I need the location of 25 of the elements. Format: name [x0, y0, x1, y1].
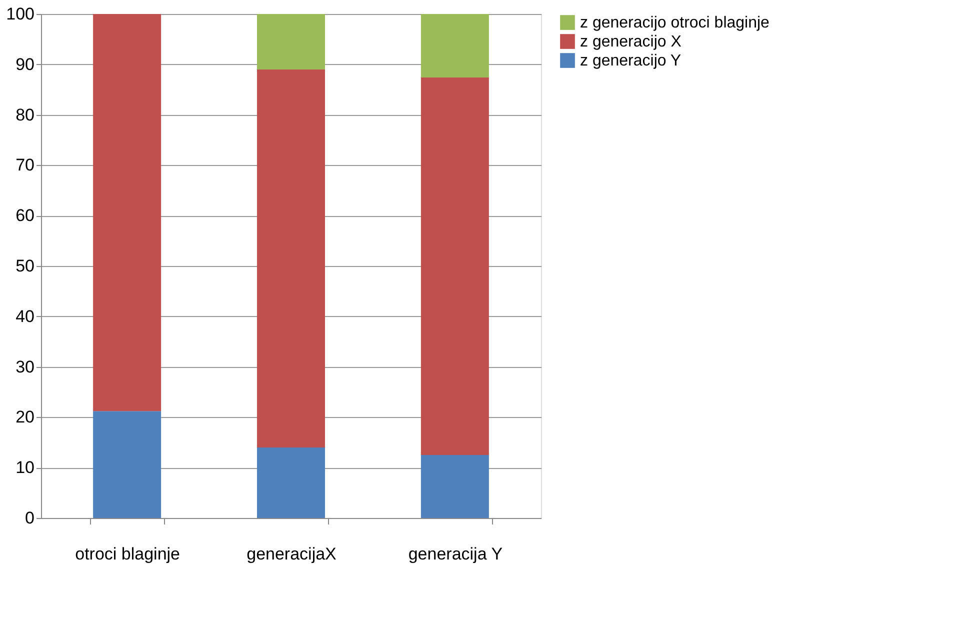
y-tick-label: 100 [6, 4, 34, 24]
legend-label: z generacijo otroci blaginje [580, 14, 770, 32]
y-tick-label: 10 [16, 458, 34, 478]
bar [93, 14, 162, 412]
x-tick-label: otroci blaginje [75, 544, 180, 564]
y-tick-label: 90 [16, 54, 34, 74]
y-tick-label: 30 [16, 357, 34, 376]
bar [420, 455, 489, 518]
y-tick-label: 50 [16, 256, 34, 276]
x-tick-label: generacijaX [246, 544, 336, 564]
x-tick-label: generacija Y [408, 544, 503, 564]
y-tick-label: 70 [16, 156, 34, 175]
y-tick-label: 40 [16, 306, 34, 326]
bar [257, 69, 325, 448]
bar [257, 14, 325, 70]
bar [257, 447, 325, 518]
y-tick-label: 60 [16, 206, 34, 226]
y-tick-label: 20 [16, 408, 34, 427]
y-tick-label: 80 [16, 105, 34, 124]
y-tick-label: 0 [25, 508, 34, 528]
bar [420, 14, 489, 78]
bar [420, 78, 489, 455]
legend-label: z generacijo X [580, 34, 682, 50]
legend-label: z generacijo Y [580, 52, 682, 70]
bar [93, 411, 162, 518]
